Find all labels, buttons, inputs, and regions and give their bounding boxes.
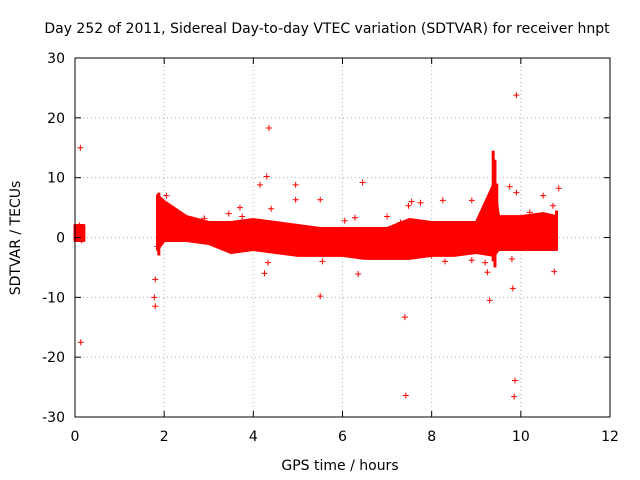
y-tick-label: 30 [47,51,65,67]
y-tick-label: -30 [42,410,65,426]
data-point [201,215,208,222]
y-tick-label: -10 [42,290,65,306]
data-point [488,207,495,214]
data-point [261,270,268,277]
x-tick-label: 12 [601,429,619,445]
data-point [77,339,84,346]
data-point [77,144,84,151]
data-point [265,125,272,132]
data-point [355,270,362,277]
data-point [263,173,270,180]
x-tick-label: 10 [512,429,530,445]
data-point [319,258,326,265]
data-point [508,256,515,263]
data-point [76,222,83,229]
data-point [417,199,424,206]
x-tick-label: 2 [160,429,169,445]
y-tick-label: -20 [42,350,65,366]
dense-band-segment [156,182,558,260]
data-point [486,297,493,304]
data-point [151,294,158,301]
y-tick-label: 0 [56,231,65,247]
data-point [359,179,366,186]
data-point [526,209,533,216]
data-point [513,189,520,196]
data-point [78,237,85,244]
data-point [502,216,509,223]
data-point [428,252,435,259]
data-point [482,259,489,266]
data-points [74,92,562,400]
data-point [506,183,513,190]
data-point [405,202,412,209]
data-point [268,205,275,212]
data-point [397,219,404,226]
data-point [408,198,415,205]
data-point [439,197,446,204]
data-point [292,196,299,203]
data-point [551,268,558,275]
y-tick-label: 10 [47,171,65,187]
data-point [442,258,449,265]
data-point [341,217,348,224]
x-axis-label: GPS time / hours [281,458,398,474]
data-point [540,192,547,199]
y-tick-label: 20 [47,111,65,127]
data-point [292,181,299,188]
data-point [257,181,264,188]
x-tick-label: 4 [249,429,258,445]
data-point [512,377,519,384]
data-point [509,285,516,292]
x-tick-label: 6 [338,429,347,445]
dense-data-band [73,150,558,268]
data-point [317,196,324,203]
data-point [239,213,246,220]
data-point [468,257,475,264]
data-point [236,204,243,211]
data-point [163,192,170,199]
data-point [549,202,556,209]
data-point [484,269,491,276]
chart-title: Day 252 of 2011, Sidereal Day-to-day VTE… [44,21,610,37]
data-point [152,303,159,310]
x-tick-label: 0 [71,429,80,445]
data-point [351,214,358,221]
data-point [384,213,391,220]
data-point [317,293,324,300]
data-point [225,210,232,217]
data-point [513,92,520,99]
y-axis-label: SDTVAR / TECUs [8,181,24,296]
data-point [265,259,272,266]
data-point [468,197,475,204]
x-tick-label: 8 [427,429,436,445]
axis-ticks: 0 2 4 6 8 10 12 -30 -20 -10 0 10 20 30 [42,51,619,445]
data-point [555,185,562,192]
data-point [402,392,409,399]
data-point [511,393,518,400]
data-point [401,314,408,321]
data-point [152,276,159,283]
data-point [154,243,161,250]
